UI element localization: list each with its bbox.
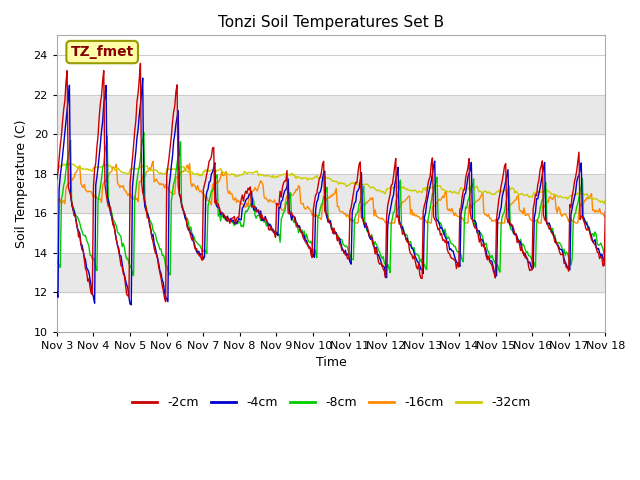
X-axis label: Time: Time bbox=[316, 356, 346, 369]
Bar bbox=[57, 134, 605, 174]
Y-axis label: Soil Temperature (C): Soil Temperature (C) bbox=[15, 119, 28, 248]
Bar bbox=[57, 95, 605, 134]
Title: Tonzi Soil Temperatures Set B: Tonzi Soil Temperatures Set B bbox=[218, 15, 444, 30]
Bar bbox=[57, 55, 605, 95]
Bar bbox=[57, 213, 605, 252]
Bar bbox=[57, 174, 605, 213]
Bar bbox=[57, 292, 605, 332]
Legend: -2cm, -4cm, -8cm, -16cm, -32cm: -2cm, -4cm, -8cm, -16cm, -32cm bbox=[127, 391, 535, 414]
Text: TZ_fmet: TZ_fmet bbox=[70, 45, 134, 59]
Bar bbox=[57, 252, 605, 292]
